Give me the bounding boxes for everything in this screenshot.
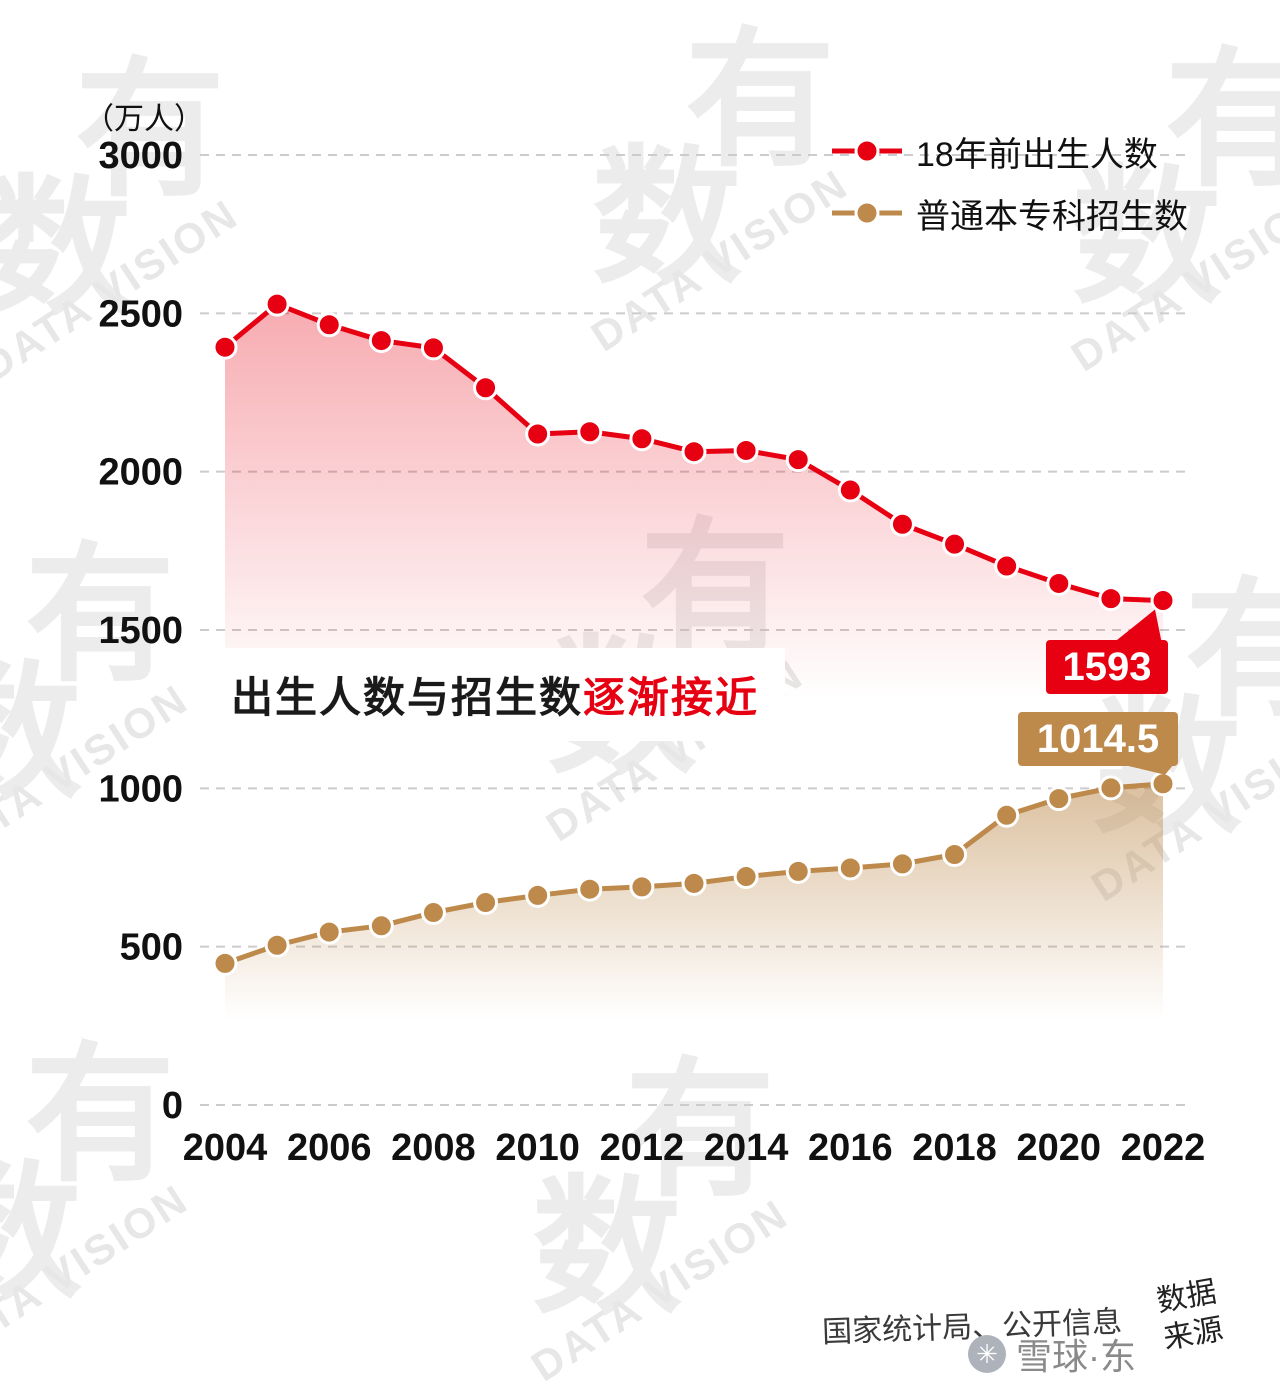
data-point [577, 876, 603, 902]
data-point [733, 437, 759, 463]
legend: 18年前出生人数 普通本专科招生数 [830, 120, 1188, 244]
x-tick-label: 2008 [391, 1127, 476, 1169]
data-point [420, 900, 446, 926]
x-tick-label: 2012 [600, 1127, 685, 1169]
y-tick-label: 2000 [98, 452, 183, 494]
legend-item-enrollment: 普通本专科招生数 [830, 182, 1188, 244]
data-point [942, 531, 968, 557]
callout-box-enrollment [1018, 712, 1178, 766]
data-point [420, 335, 446, 361]
data-point [994, 553, 1020, 579]
data-point [368, 913, 394, 939]
legend-item-births: 18年前出生人数 [830, 120, 1188, 182]
annotation-text-red: 逐渐接近 [583, 674, 760, 721]
y-tick-label: 3000 [98, 135, 183, 177]
area-1 [225, 783, 1163, 1105]
data-point [994, 802, 1020, 828]
data-point [681, 439, 707, 465]
data-point [525, 421, 551, 447]
x-tick-label: 2014 [704, 1127, 789, 1169]
data-point [212, 950, 238, 976]
y-tick-label: 500 [120, 927, 183, 969]
callout-box-births [1046, 640, 1168, 694]
x-tick-label: 2016 [808, 1127, 893, 1169]
data-point [1150, 588, 1176, 614]
data-point [785, 447, 811, 473]
y-axis-unit: （万人） [84, 103, 204, 136]
data-point [264, 291, 290, 317]
data-point [942, 842, 968, 868]
brand-text: 雪球·东 [1016, 1336, 1136, 1377]
x-tick-label: 2020 [1017, 1127, 1102, 1169]
brand-watermark: ✳ 雪球·东 [968, 1328, 1136, 1380]
value-callouts: 1593 1014.5 [1018, 609, 1178, 775]
series-dots [212, 291, 1176, 976]
snowball-logo-icon: ✳ [968, 1335, 1006, 1373]
data-point [368, 328, 394, 354]
y-tick-label: 1500 [98, 610, 183, 652]
x-tick-label: 2004 [183, 1127, 268, 1169]
x-tick-label: 2022 [1121, 1127, 1206, 1169]
data-point [629, 426, 655, 452]
data-point [1098, 775, 1124, 801]
annotation-text-black: 出生人数与招生数 [231, 674, 584, 721]
legend-label-enrollment: 普通本专科招生数 [916, 197, 1188, 236]
data-point [785, 858, 811, 884]
chart-annotation: 出生人数与招生数逐渐接近 [205, 648, 786, 741]
data-point [316, 919, 342, 945]
data-point [212, 334, 238, 360]
data-point [629, 874, 655, 900]
data-point [473, 375, 499, 401]
data-point [733, 864, 759, 890]
data-point [1150, 771, 1176, 797]
legend-marker-births-icon [832, 138, 902, 164]
callout-value-enrollment: 1014.5 [1037, 717, 1159, 761]
legend-marker-enrollment-icon [832, 200, 902, 226]
y-tick-label: 0 [162, 1085, 183, 1127]
callout-value-births: 1593 [1063, 645, 1152, 689]
x-tick-label: 2018 [912, 1127, 997, 1169]
data-point [1046, 570, 1072, 596]
data-point [889, 851, 915, 877]
data-source-label: 数据 来源 [1154, 1273, 1226, 1358]
data-point [1098, 586, 1124, 612]
data-point [473, 889, 499, 915]
data-point [577, 419, 603, 445]
data-point [316, 312, 342, 338]
x-tick-label: 2006 [287, 1127, 372, 1169]
data-point [889, 511, 915, 537]
legend-label-births: 18年前出生人数 [916, 135, 1158, 174]
data-point [837, 855, 863, 881]
data-point [525, 882, 551, 908]
data-point [264, 932, 290, 958]
y-tick-label: 2500 [98, 293, 183, 335]
x-tick-label: 2010 [495, 1127, 580, 1169]
data-point [1046, 786, 1072, 812]
data-point [837, 477, 863, 503]
data-point [681, 870, 707, 896]
y-tick-label: 1000 [98, 768, 183, 810]
